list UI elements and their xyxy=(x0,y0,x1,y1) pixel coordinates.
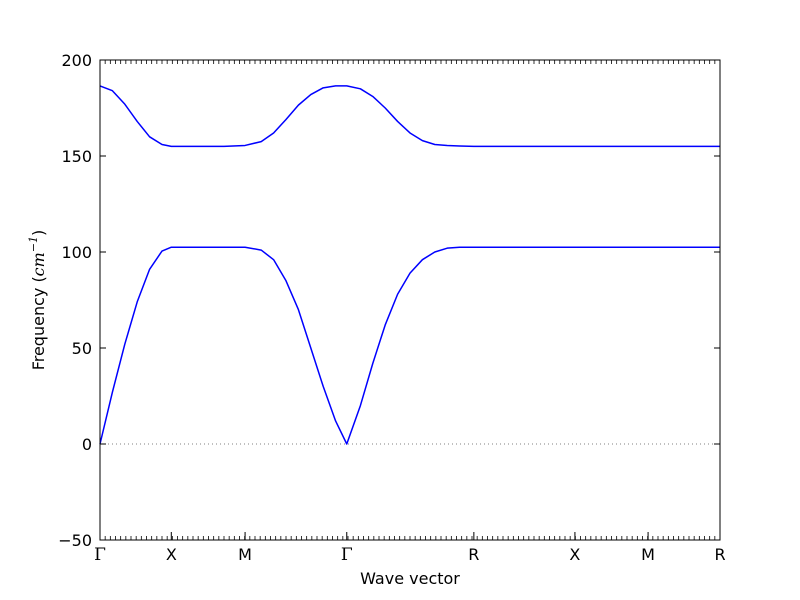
x-tick-label: X xyxy=(569,545,580,564)
series-line-branch-2 xyxy=(99,85,720,148)
y-tick-label: −50 xyxy=(58,531,92,550)
y-tick-label: 200 xyxy=(61,51,92,70)
y-axis-label-suffix: ) xyxy=(29,230,48,236)
x-tick-label: Γ xyxy=(94,545,106,565)
x-tick-label: R xyxy=(468,545,479,564)
tick-marks xyxy=(99,59,721,541)
y-tick-label: 150 xyxy=(61,147,92,166)
tick-labels: −50 0 50 100 150 200 Γ X M Γ R X M R xyxy=(58,51,725,565)
x-tick-label: M xyxy=(641,545,655,564)
x-axis-label: Wave vector xyxy=(360,569,460,588)
x-tick-label: M xyxy=(238,545,252,564)
y-tick-label: 100 xyxy=(61,243,92,262)
x-tick-label: R xyxy=(714,545,725,564)
x-tick-label: X xyxy=(166,545,177,564)
y-axis-label-exponent: −1 xyxy=(27,236,40,252)
data-series-group xyxy=(99,85,720,445)
y-axis-label-unit: cm xyxy=(29,252,48,276)
y-axis-label-prefix: Frequency ( xyxy=(29,276,48,370)
y-tick-label: 0 xyxy=(82,435,92,454)
y-tick-label: 50 xyxy=(72,339,92,358)
x-tick-label: Γ xyxy=(341,545,353,565)
series-line-branch-1 xyxy=(99,246,720,445)
y-axis-label: Frequency (cm−1) xyxy=(27,230,48,371)
